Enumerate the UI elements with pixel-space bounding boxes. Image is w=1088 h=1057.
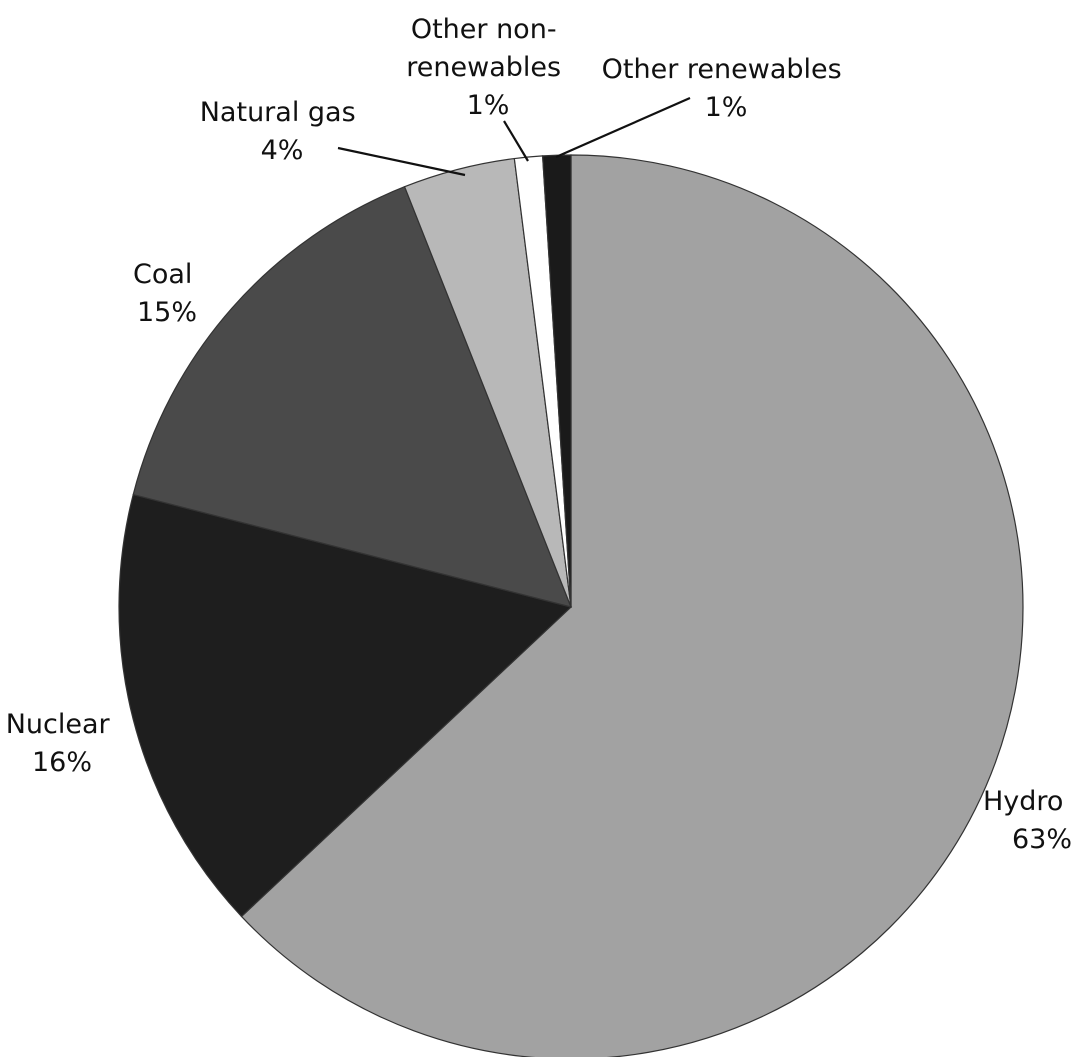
label-other-non-renewables: Other non- renewables 1% — [406, 14, 569, 121]
label-hydro-percent: 63% — [1012, 824, 1072, 855]
label-other-renewables-percent: 1% — [705, 92, 748, 123]
pie-slice-coal — [132, 185, 572, 608]
slice-labels: Hydro 63% Nuclear 16% Coal 15% Natural g… — [6, 14, 1072, 855]
leader-line-other-renewables — [555, 96, 691, 159]
pie-slice-nuclear — [118, 493, 573, 918]
label-coal-percent: 15% — [137, 297, 197, 328]
label-other-non-renewables-line2: renewables — [406, 52, 561, 83]
label-nuclear: Nuclear 16% — [6, 709, 119, 778]
label-nuclear-percent: 16% — [32, 747, 92, 778]
leader-line-natural-gas — [337, 146, 466, 177]
label-natural-gas: Natural gas 4% — [200, 97, 365, 166]
label-hydro: Hydro 63% — [983, 786, 1072, 855]
label-natural-gas-name: Natural gas — [200, 97, 356, 128]
label-other-renewables: Other renewables 1% — [602, 54, 851, 123]
label-coal-name: Coal — [133, 259, 192, 290]
label-other-non-renewables-percent: 1% — [467, 90, 510, 121]
label-hydro-name: Hydro — [983, 786, 1063, 817]
pie-slices — [118, 154, 1024, 1057]
label-other-renewables-name: Other renewables — [602, 54, 842, 85]
pie-slice-hydro — [240, 154, 1024, 1057]
leader-lines — [337, 96, 691, 177]
label-coal: Coal 15% — [133, 259, 201, 328]
leader-line-other-non-renewables — [503, 120, 529, 162]
pie-slice-other-renewables — [541, 154, 572, 608]
label-natural-gas-percent: 4% — [261, 135, 304, 166]
label-other-non-renewables-line1: Other non- — [411, 14, 557, 45]
label-nuclear-name: Nuclear — [6, 709, 111, 740]
